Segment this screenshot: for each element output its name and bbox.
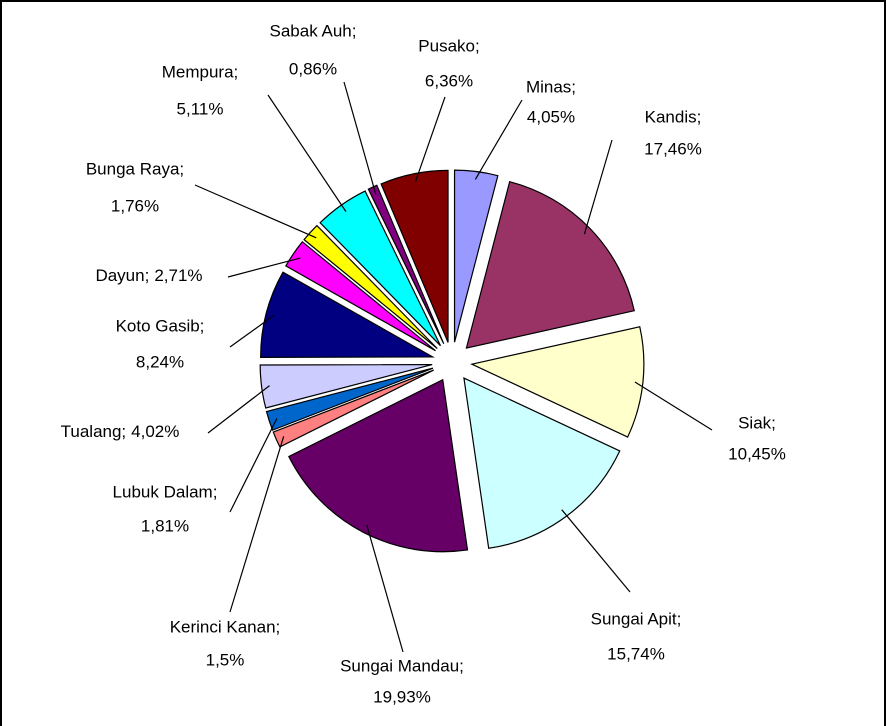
leader-line: [561, 509, 631, 593]
category-label: Sabak Auh;: [270, 21, 357, 40]
value-label: 1,81%: [141, 516, 189, 535]
leader-line: [229, 314, 275, 348]
leader-line: [414, 96, 446, 182]
leader-line: [366, 524, 404, 653]
category-label: Tualang;: [61, 422, 127, 441]
category-label: Kandis;: [645, 107, 702, 126]
value-label: 15,74%: [607, 644, 665, 663]
value-label: 1,76%: [111, 196, 159, 215]
leader-line: [207, 385, 270, 434]
leader-line: [229, 436, 285, 613]
value-label: 4,05%: [527, 107, 575, 126]
value-label: 10,45%: [728, 444, 786, 463]
leader-line: [634, 381, 713, 431]
category-label: Siak;: [738, 413, 776, 432]
leader-line: [194, 184, 317, 239]
pie-slice: [465, 180, 635, 349]
data-label: Dayun; 2,71%: [95, 266, 202, 285]
pie-slice: [285, 240, 436, 352]
category-label: Dayun;: [95, 266, 149, 285]
category-label: Pusako;: [418, 36, 479, 55]
value-label: 1,5%: [206, 650, 245, 669]
value-label: 6,36%: [425, 71, 473, 90]
value-label: 5,11%: [177, 99, 224, 118]
pie-slice: [367, 184, 445, 345]
pie-slice: [288, 378, 469, 553]
pie-slice: [259, 363, 433, 409]
pie-slice: [470, 326, 645, 438]
category-label: Sungai Apit;: [591, 609, 682, 628]
pie-slice: [260, 271, 435, 358]
category-label: Minas;: [526, 77, 576, 96]
value-label: 17,46%: [644, 139, 702, 158]
value-label: 4,02%: [131, 422, 179, 441]
leader-line: [474, 99, 523, 180]
leader-line: [267, 94, 347, 212]
pie-slice: [265, 367, 434, 431]
value-label: 0,86%: [289, 59, 337, 78]
category-label: Lubuk Dalam;: [113, 482, 218, 501]
value-label: 19,93%: [373, 687, 431, 706]
pie-slice: [272, 369, 434, 448]
value-label: 2,71%: [154, 266, 202, 285]
leader-line: [227, 257, 301, 278]
pie-slice: [453, 169, 499, 343]
category-label: Sungai Mandau;: [340, 656, 464, 675]
category-label: Mempura;: [162, 62, 239, 81]
pie-slice: [380, 169, 449, 343]
value-label: 8,24%: [136, 352, 184, 371]
leader-line: [583, 139, 613, 235]
category-label: Koto Gasib;: [116, 316, 205, 335]
leader-line: [229, 418, 278, 513]
category-label: Kerinci Kanan;: [170, 617, 281, 636]
pie-slice: [303, 224, 438, 349]
leader-line: [343, 81, 377, 195]
category-label: Bunga Raya;: [86, 159, 184, 178]
data-label: Tualang; 4,02%: [61, 422, 180, 441]
